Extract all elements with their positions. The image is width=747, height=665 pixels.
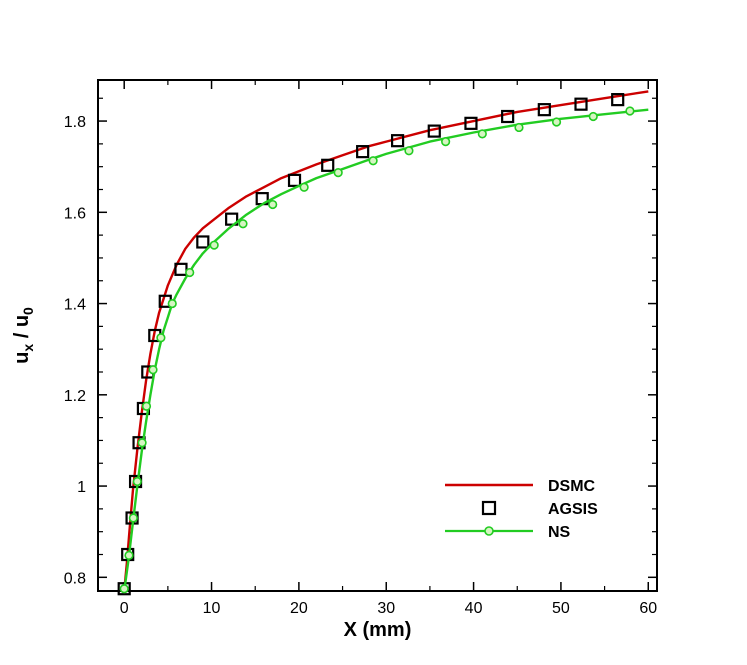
ns-marker bbox=[588, 111, 598, 122]
ns-marker bbox=[238, 219, 248, 229]
y-axis-title-base1: u bbox=[11, 352, 33, 364]
agsis-marker bbox=[611, 93, 625, 107]
ns-marker bbox=[185, 267, 195, 278]
ns-marker bbox=[551, 117, 562, 127]
y-tick-label: 1.6 bbox=[64, 205, 86, 222]
ns-marker bbox=[156, 333, 166, 343]
x-axis-title: X (mm) bbox=[344, 619, 412, 641]
ns-marker bbox=[441, 136, 451, 147]
plot-frame bbox=[97, 79, 658, 592]
x-axis-ticks: 0 10 20 30 40 50 60 bbox=[120, 80, 657, 617]
ns-marker bbox=[128, 513, 138, 523]
legend-agsis-label: AGSIS bbox=[548, 501, 598, 518]
agsis-marker bbox=[464, 116, 478, 130]
y-tick-label: 1.2 bbox=[64, 388, 86, 405]
ns-marker bbox=[137, 438, 147, 448]
y-axis-ticks: 0.8 1 1.2 1.4 1.6 1.8 bbox=[64, 97, 657, 587]
ns-marker bbox=[333, 168, 343, 178]
ns-marker bbox=[625, 106, 635, 116]
x-tick-label: 50 bbox=[552, 600, 570, 617]
ns-marker bbox=[514, 122, 524, 133]
legend-ns-label: NS bbox=[548, 524, 571, 541]
x-tick-label: 40 bbox=[465, 600, 483, 617]
ns-marker bbox=[119, 584, 129, 594]
ns-series-line bbox=[123, 108, 649, 592]
x-tick-label: 0 bbox=[120, 600, 129, 617]
y-axis-title-sub2: 0 bbox=[20, 307, 36, 315]
x-tick-label: 10 bbox=[203, 600, 221, 617]
agsis-marker bbox=[321, 158, 335, 172]
x-tick-label: 60 bbox=[639, 600, 657, 617]
x-tick-label: 20 bbox=[290, 600, 308, 617]
legend-agsis-marker bbox=[481, 500, 497, 516]
ns-marker bbox=[209, 240, 219, 250]
agsis-marker bbox=[390, 134, 405, 148]
ns-marker bbox=[148, 365, 158, 375]
agsis-marker bbox=[225, 212, 239, 226]
agsis-marker bbox=[287, 173, 302, 187]
y-axis-title-sub1: x bbox=[20, 344, 36, 352]
ns-marker bbox=[404, 146, 414, 156]
ns-marker bbox=[477, 129, 487, 139]
ns-marker bbox=[124, 550, 134, 561]
agsis-marker bbox=[574, 97, 588, 111]
ns-marker bbox=[132, 476, 142, 487]
agsis-marker bbox=[501, 109, 515, 124]
y-tick-label: 1 bbox=[77, 479, 86, 496]
y-tick-label: 0.8 bbox=[64, 570, 86, 587]
y-tick-label: 1.8 bbox=[64, 114, 86, 131]
legend: DSMC AGSIS NS bbox=[445, 478, 598, 541]
ns-marker bbox=[167, 298, 177, 309]
agsis-marker bbox=[427, 124, 441, 138]
agsis-marker bbox=[356, 145, 370, 159]
agsis-marker bbox=[537, 103, 551, 117]
legend-ns-marker bbox=[484, 526, 494, 536]
agsis-marker bbox=[196, 235, 210, 249]
y-tick-label: 1.4 bbox=[64, 297, 86, 314]
x-tick-label: 30 bbox=[377, 600, 395, 617]
ns-marker bbox=[141, 401, 152, 411]
series-layer bbox=[117, 90, 649, 596]
ns-marker bbox=[299, 182, 309, 192]
legend-dsmc-label: DSMC bbox=[548, 478, 596, 495]
ns-marker bbox=[268, 199, 278, 210]
y-axis-title: ux / u0 bbox=[11, 307, 36, 364]
y-axis-title-mid: / u bbox=[11, 315, 33, 344]
ns-marker bbox=[368, 156, 378, 166]
